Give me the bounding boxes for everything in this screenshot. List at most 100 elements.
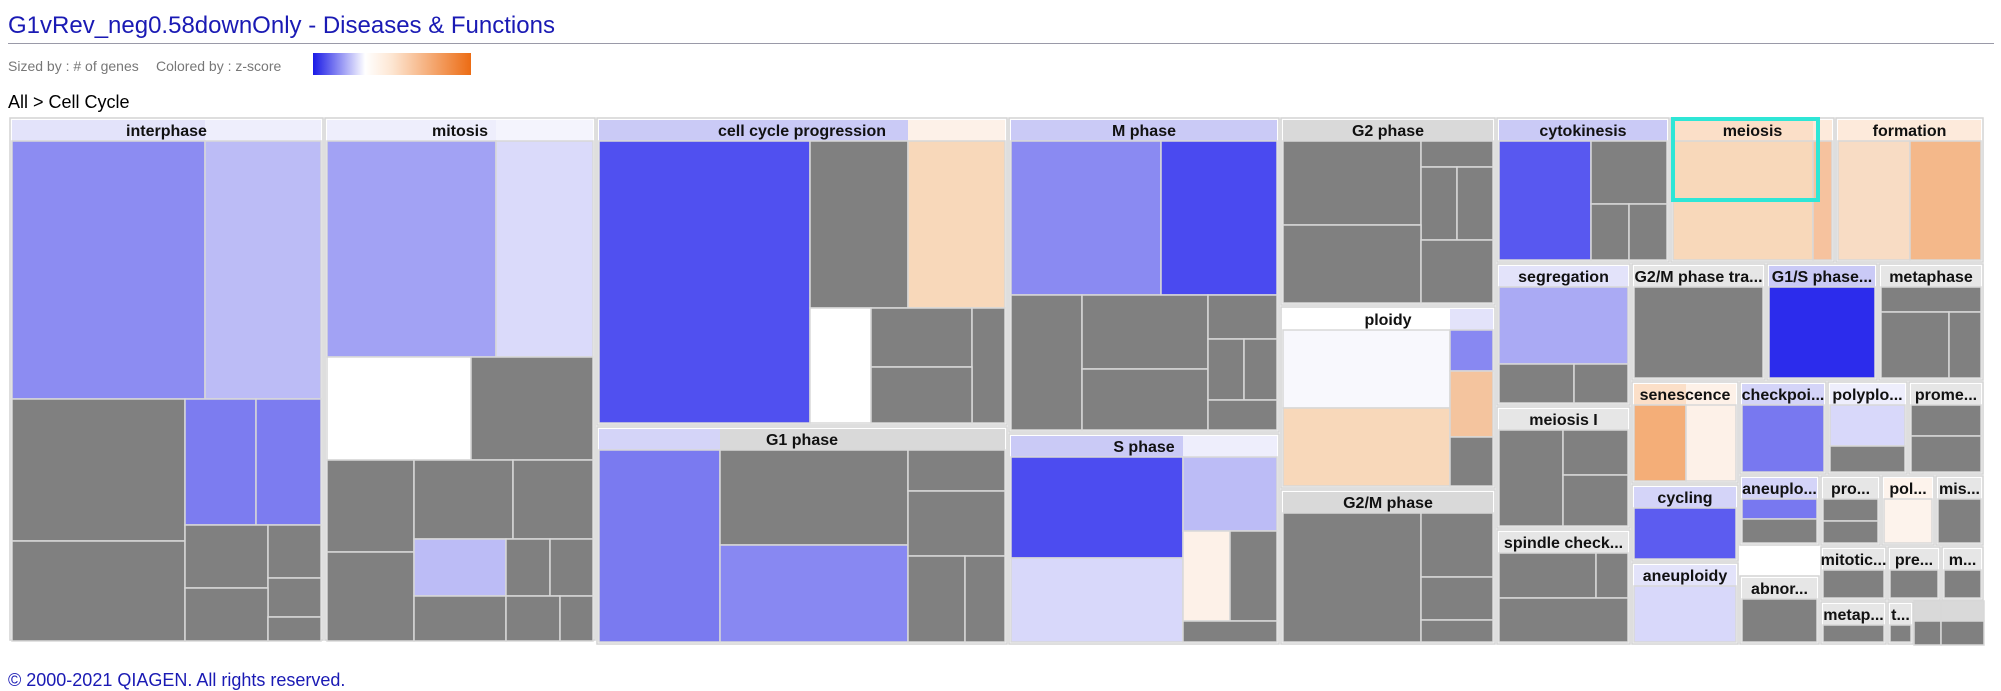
treemap-tile[interactable] [1010, 140, 1162, 296]
treemap-tile[interactable] [1913, 620, 1942, 646]
treemap-tile[interactable] [907, 140, 1006, 309]
treemap-tile[interactable] [1420, 166, 1458, 241]
treemap-tile[interactable] [1883, 498, 1933, 544]
category-header[interactable] [1944, 549, 1981, 570]
treemap-tile[interactable] [907, 490, 1006, 557]
category-header[interactable] [599, 120, 1005, 141]
treemap-tile[interactable] [326, 459, 415, 553]
treemap-tile[interactable] [1633, 404, 1687, 482]
category-header[interactable] [1881, 266, 1981, 287]
treemap-tile[interactable] [11, 540, 186, 642]
category-label[interactable]: checkpoi... [1742, 387, 1825, 404]
treemap-tile[interactable] [1207, 294, 1278, 340]
category-label[interactable]: M phase [1112, 123, 1176, 140]
category-label[interactable]: abnor... [1751, 581, 1808, 598]
category-label[interactable]: mis... [1939, 481, 1980, 498]
treemap-tile[interactable] [267, 577, 322, 618]
treemap-tile[interactable] [470, 356, 594, 461]
treemap-tile[interactable] [267, 524, 322, 579]
treemap-tile[interactable] [809, 140, 909, 309]
treemap-tile[interactable] [512, 459, 594, 540]
treemap-tile[interactable] [1229, 530, 1278, 622]
category-header[interactable] [1283, 120, 1493, 141]
treemap-tile[interactable] [1010, 557, 1184, 643]
treemap-tile[interactable] [1562, 429, 1629, 476]
treemap-tile[interactable] [907, 555, 966, 643]
category-label[interactable]: prome... [1915, 387, 1977, 404]
treemap-tile[interactable] [1940, 600, 1985, 622]
treemap-tile[interactable] [598, 449, 721, 643]
treemap-tile[interactable] [1449, 329, 1494, 372]
category-header[interactable] [1499, 120, 1667, 141]
category-header[interactable] [1823, 478, 1878, 499]
category-header[interactable] [1742, 384, 1824, 405]
treemap-tile[interactable] [1633, 585, 1737, 643]
treemap-tile[interactable] [1420, 512, 1494, 578]
treemap-tile[interactable] [1182, 620, 1278, 643]
treemap-tile[interactable] [1822, 569, 1885, 599]
category-header-segment[interactable] [908, 429, 1005, 450]
treemap-svg[interactable]: interphase mitosis cell cycle progression M… [8, 116, 1992, 650]
category-header[interactable] [1911, 384, 1981, 405]
treemap-tile[interactable] [809, 307, 872, 424]
treemap-tile[interactable] [1768, 286, 1876, 379]
category-header[interactable] [1011, 120, 1277, 141]
category-label[interactable]: t... [1891, 607, 1910, 624]
treemap-chart[interactable]: interphase mitosis cell cycle progression M… [8, 116, 1992, 650]
treemap-tile[interactable] [719, 449, 909, 546]
treemap-tile[interactable] [1889, 569, 1939, 599]
treemap-tile[interactable] [1182, 456, 1278, 532]
category-header[interactable] [1283, 492, 1493, 513]
category-label[interactable]: pol... [1889, 481, 1926, 498]
treemap-tile[interactable] [1182, 530, 1231, 622]
treemap-tile[interactable] [1741, 498, 1818, 520]
category-label[interactable]: spindle check... [1504, 535, 1623, 552]
treemap-tile[interactable] [1282, 224, 1422, 304]
category-header-segment[interactable] [1450, 309, 1493, 330]
category-label[interactable]: metap... [1823, 607, 1883, 624]
treemap-tile[interactable] [1282, 329, 1451, 409]
treemap-tile[interactable] [1837, 140, 1911, 261]
category-header[interactable] [1673, 120, 1832, 141]
category-label[interactable]: m... [1949, 552, 1977, 569]
category-header-segment[interactable] [205, 120, 321, 141]
treemap-tile[interactable] [1633, 507, 1737, 560]
treemap-tile[interactable] [1449, 436, 1494, 487]
treemap-tile[interactable] [1937, 498, 1982, 544]
treemap-tile[interactable] [1498, 552, 1597, 599]
treemap-tile[interactable] [1590, 203, 1630, 261]
treemap-tile[interactable] [1498, 597, 1629, 643]
category-label[interactable]: pro... [1831, 481, 1870, 498]
category-label[interactable]: interphase [126, 123, 207, 140]
treemap-tile[interactable] [1829, 404, 1906, 447]
category-header-segment[interactable] [1813, 120, 1832, 141]
category-header-segment[interactable] [1686, 384, 1736, 405]
category-label[interactable]: cycling [1657, 490, 1712, 507]
treemap-tile[interactable] [1940, 620, 1985, 646]
category-header[interactable] [1890, 604, 1911, 625]
treemap-tile[interactable] [1282, 140, 1422, 226]
treemap-tile[interactable] [1822, 520, 1879, 544]
treemap-tile[interactable] [326, 551, 415, 642]
treemap-tile[interactable] [971, 307, 1006, 424]
treemap-tile[interactable] [1880, 286, 1982, 313]
treemap-tile[interactable] [1081, 368, 1209, 431]
category-label[interactable]: G2/M phase tra... [1634, 269, 1762, 286]
category-header[interactable] [1283, 309, 1493, 330]
treemap-tile[interactable] [1010, 456, 1184, 559]
treemap-tile[interactable] [598, 140, 811, 424]
category-label[interactable]: cell cycle progression [718, 123, 886, 140]
category-header[interactable] [1634, 266, 1763, 287]
treemap-tile[interactable] [1822, 624, 1885, 643]
category-header[interactable] [1634, 565, 1736, 586]
treemap-tile[interactable] [1498, 140, 1592, 261]
treemap-tile[interactable] [326, 356, 472, 461]
treemap-tile[interactable] [559, 595, 594, 642]
category-header[interactable] [1499, 266, 1628, 287]
treemap-tile[interactable] [255, 398, 322, 526]
category-label[interactable]: aneuplo... [1742, 481, 1817, 498]
treemap-tile[interactable] [1010, 294, 1083, 431]
category-header[interactable] [1499, 409, 1628, 430]
treemap-tile[interactable] [1498, 363, 1575, 404]
category-header[interactable] [1823, 549, 1884, 570]
